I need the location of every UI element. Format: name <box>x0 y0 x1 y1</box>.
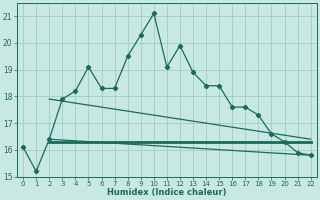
X-axis label: Humidex (Indice chaleur): Humidex (Indice chaleur) <box>107 188 227 197</box>
